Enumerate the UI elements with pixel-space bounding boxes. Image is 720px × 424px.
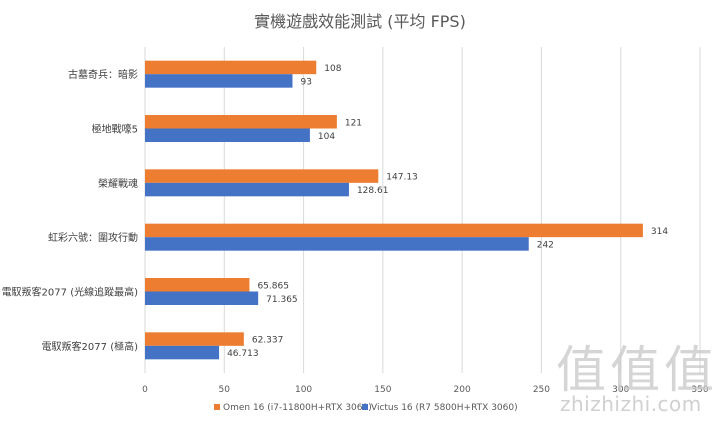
category-label-2: 榮耀戰魂 [98,177,138,190]
chart-title: 實機遊戲效能測試 (平均 FPS) [254,12,466,31]
bar-series1-cat2 [145,182,349,197]
bar-series1-cat0 [145,74,293,88]
x-tick-label-3: 150 [374,385,391,395]
data-label-series1-cat1: 104 [318,132,335,142]
legend-swatch-1 [362,404,368,410]
bar-series1-cat4 [145,291,259,305]
data-label-series1-cat2: 128.61 [357,186,389,196]
x-tick-label-7: 350 [691,385,708,395]
x-tick-label-2: 100 [295,385,312,395]
watermark-text: zhizhizhi.com [560,392,702,416]
data-label-series1-cat0: 93 [300,77,311,87]
data-label-series0-cat1: 121 [345,118,362,128]
bars: 108 93 121 104 147.13 128.61 314 242 65.865 71.36… [145,60,668,360]
data-label-series0-cat4: 65.865 [257,281,289,291]
x-tick-label-6: 300 [612,385,629,395]
bar-series0-cat4 [145,278,250,292]
category-label-1: 極地戰嚎5 [92,123,138,136]
legend-swatch-0 [214,404,220,410]
x-tick-label-0: 0 [142,385,148,395]
data-label-series1-cat3: 242 [537,240,554,250]
watermark-glyph-2: 值 [610,341,660,399]
x-tick-label-5: 250 [533,385,550,395]
data-label-series0-cat2: 147.13 [386,173,418,183]
legend: Omen 16 (i7-11800H+RTX 3060) Victus 16 (R… [214,403,518,413]
legend-label-1: Victus 16 (R7 5800H+RTX 3060) [371,403,518,413]
legend-label-0: Omen 16 (i7-11800H+RTX 3060) [223,403,372,413]
bar-series0-cat0 [145,60,317,75]
x-tick-label-1: 50 [219,385,231,395]
bar-series0-cat5 [145,332,244,346]
data-label-series0-cat5: 62.337 [252,336,284,346]
category-label-0: 古墓奇兵：暗影 [68,68,138,81]
bar-series1-cat3 [145,237,529,251]
x-tick-labels: 0 50 100 150 200 250 300 350 [142,385,709,395]
category-label-4: 電馭叛客2077 (光線追蹤最高) [2,286,139,299]
bar-series0-cat3 [145,223,643,238]
bar-series1-cat1 [145,128,310,142]
category-label-5: 電馭叛客2077 (極高) [42,340,139,353]
bar-series1-cat5 [145,345,220,360]
bar-series0-cat1 [145,115,337,129]
category-label-3: 虹彩六號：圍攻行動 [48,231,138,244]
gridlines [144,47,701,373]
x-tick-label-4: 200 [454,385,471,395]
data-label-series0-cat3: 314 [651,227,668,237]
data-label-series1-cat5: 46.713 [227,349,259,359]
data-label-series0-cat0: 108 [324,64,341,74]
bar-series0-cat2 [145,169,379,183]
watermark-glyph-3: 值 [664,341,714,399]
data-label-series1-cat4: 71.365 [266,295,298,305]
watermark-glyph-1: 值 [556,341,606,399]
